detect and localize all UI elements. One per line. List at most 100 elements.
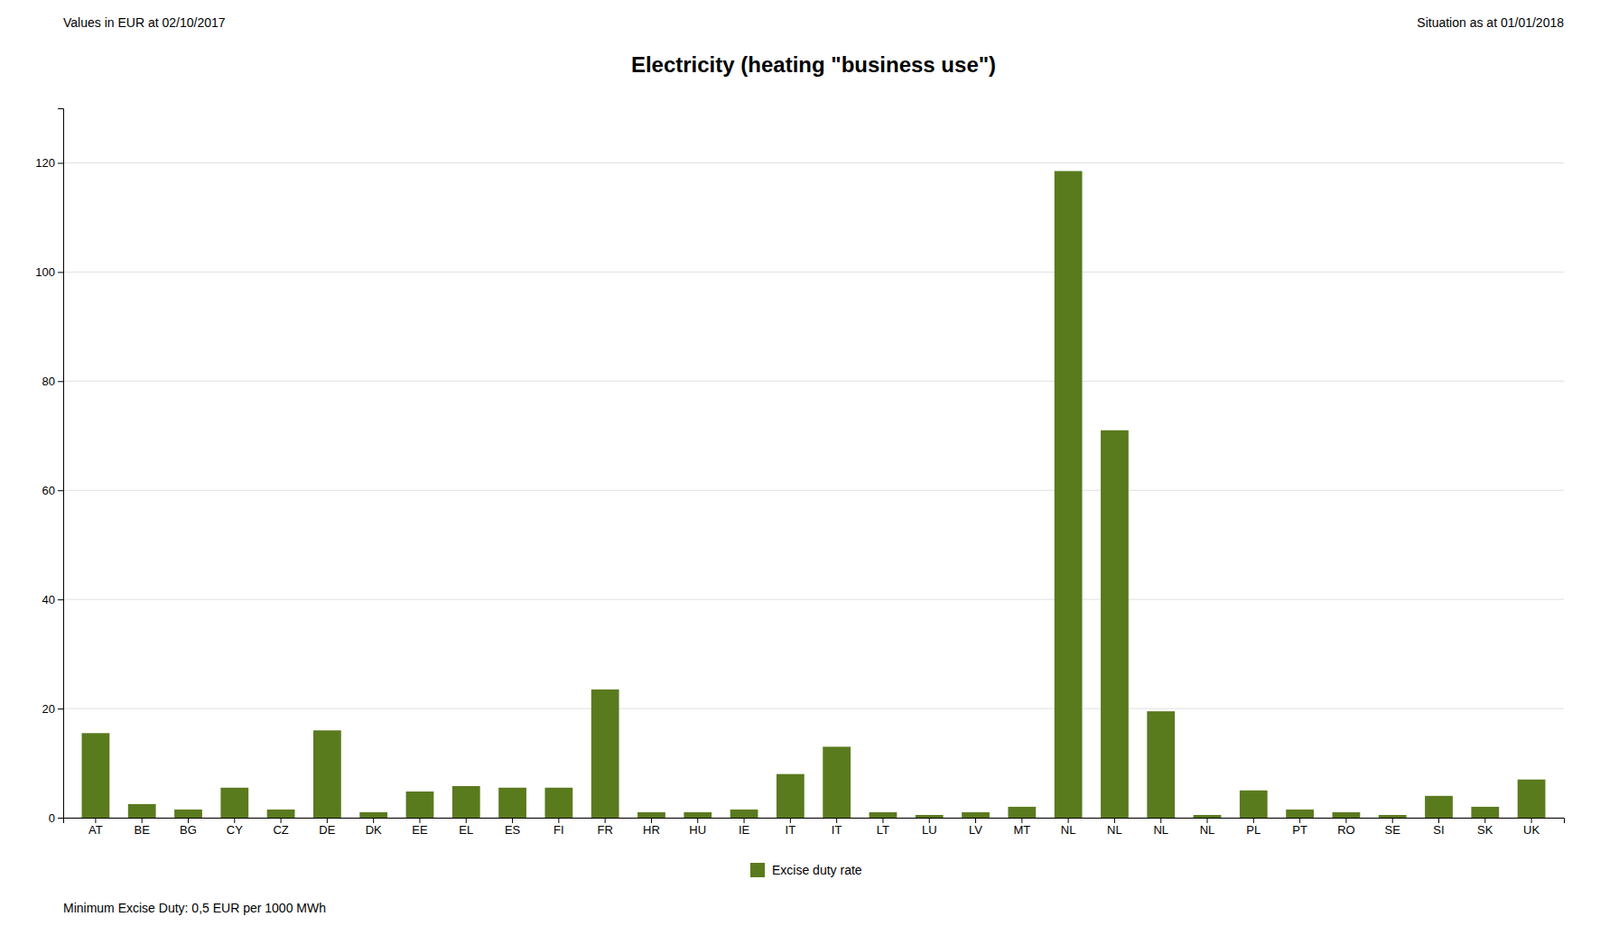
x-tick-mark	[697, 818, 698, 824]
x-tick-label: PL	[1246, 823, 1261, 838]
y-tick-label: 40	[42, 593, 56, 607]
x-tick: NL	[1060, 818, 1077, 838]
x-tick: AT	[88, 818, 103, 838]
x-tick: DE	[318, 818, 335, 838]
x-axis-line	[64, 818, 1565, 825]
x-tick: CY	[226, 818, 243, 838]
x-tick: HR	[642, 818, 661, 838]
x-tick-mark	[1438, 818, 1440, 824]
x-tick-label: NL	[1060, 823, 1077, 838]
x-tick-mark	[465, 818, 467, 824]
x-tick-mark	[929, 818, 931, 824]
y-tick: 120	[35, 156, 64, 170]
x-tick-mark	[1299, 818, 1301, 824]
x-tick-mark	[604, 818, 606, 824]
bar	[544, 788, 573, 819]
x-tick-mark	[558, 818, 559, 824]
y-tick: 60	[42, 483, 64, 498]
x-tick-mark	[233, 818, 235, 824]
bar	[174, 809, 203, 819]
x-tick: RO	[1337, 818, 1356, 838]
x-tick-mark	[744, 818, 745, 824]
y-tick-mark	[57, 818, 64, 819]
grid-line	[63, 490, 1564, 492]
bar	[1193, 815, 1222, 819]
y-tick: 0	[48, 811, 64, 826]
y-axis: 0 20 40 60 80 100 120	[35, 109, 64, 826]
x-tick: PT	[1292, 818, 1308, 838]
x-tick-label: MT	[1013, 823, 1031, 838]
bar	[1146, 711, 1175, 819]
bar	[730, 809, 759, 819]
x-tick: LU	[921, 818, 938, 838]
x-tick-label: IE	[738, 823, 751, 838]
x-tick-label: PT	[1292, 823, 1308, 838]
x-tick-label: NL	[1106, 823, 1123, 838]
x-tick-label: BE	[134, 823, 151, 838]
x-tick-mark	[790, 818, 791, 824]
x-tick-label: CZ	[272, 823, 289, 838]
footer: Minimum Excise Duty: 0,5 EUR per 1000 MW…	[63, 901, 326, 916]
y-tick-mark	[57, 490, 64, 492]
x-tick: SK	[1477, 818, 1494, 838]
x-tick: FR	[596, 818, 613, 838]
legend: Excise duty rate	[750, 863, 863, 878]
y-tick: 100	[35, 265, 64, 280]
x-tick-mark	[1021, 818, 1023, 824]
x-tick-label: SK	[1477, 823, 1494, 838]
grid-line	[63, 708, 1564, 710]
x-tick: ES	[504, 818, 521, 838]
legend-swatch	[750, 863, 765, 878]
y-tick-mark	[57, 708, 64, 710]
x-tick-mark	[1160, 818, 1162, 824]
x-tick-mark	[1068, 818, 1070, 824]
x-tick-label: LT	[876, 823, 890, 838]
x-tick-label: ES	[504, 823, 521, 838]
y-tick-label: 100	[35, 265, 56, 280]
y-tick-mark	[57, 599, 64, 601]
x-tick-mark	[1484, 818, 1486, 824]
grid-line	[63, 599, 1564, 601]
x-tick-label: HU	[688, 823, 707, 838]
bar	[313, 730, 342, 819]
x-tick-label: DK	[365, 823, 382, 838]
x-tick-mark	[1531, 818, 1533, 824]
y-tick: 80	[42, 374, 64, 389]
x-tick-label: UK	[1523, 823, 1540, 838]
chart: Values in EUR at 02/10/2017Situation as …	[0, 0, 1600, 926]
x-tick: CZ	[272, 818, 289, 838]
x-tick: UK	[1523, 818, 1540, 838]
x-tick-label: CY	[226, 823, 243, 838]
bar	[452, 786, 481, 819]
bar	[683, 812, 712, 819]
y-tick: 20	[42, 702, 64, 717]
x-tick-mark	[94, 818, 96, 824]
legend-item: Excise duty rate	[750, 863, 863, 878]
x-tick-label: NL	[1200, 823, 1216, 838]
subtitle: Values in EUR at 02/10/2017	[63, 15, 226, 30]
x-tick-label: AT	[88, 823, 103, 838]
y-tick-label: 0	[48, 811, 56, 826]
bars	[82, 171, 1546, 819]
x-tick: DK	[365, 818, 382, 838]
x-tick-mark	[651, 818, 652, 824]
grid-line	[63, 381, 1564, 382]
y-tick: 40	[42, 593, 64, 607]
x-tick: IE	[738, 818, 751, 838]
x-tick-mark	[1253, 818, 1255, 824]
bar	[1100, 430, 1129, 819]
x-tick: PL	[1246, 818, 1261, 838]
x-tick-label: EE	[411, 823, 428, 838]
x-tick-mark	[418, 818, 420, 824]
x-axis: ATBEBGCYCZDEDKEEELESFIFRHRHUIEITITLTLULV…	[64, 818, 1565, 838]
bar	[267, 809, 296, 819]
x-tick-mark	[836, 818, 838, 824]
bar	[406, 791, 435, 819]
x-tick-label: FI	[553, 823, 565, 838]
x-tick-label: HR	[642, 823, 661, 838]
y-tick-label: 120	[35, 156, 56, 170]
bar	[498, 788, 527, 819]
x-tick: BG	[179, 818, 197, 838]
x-tick-label: IT	[831, 823, 843, 838]
y-axis-line	[57, 109, 65, 819]
